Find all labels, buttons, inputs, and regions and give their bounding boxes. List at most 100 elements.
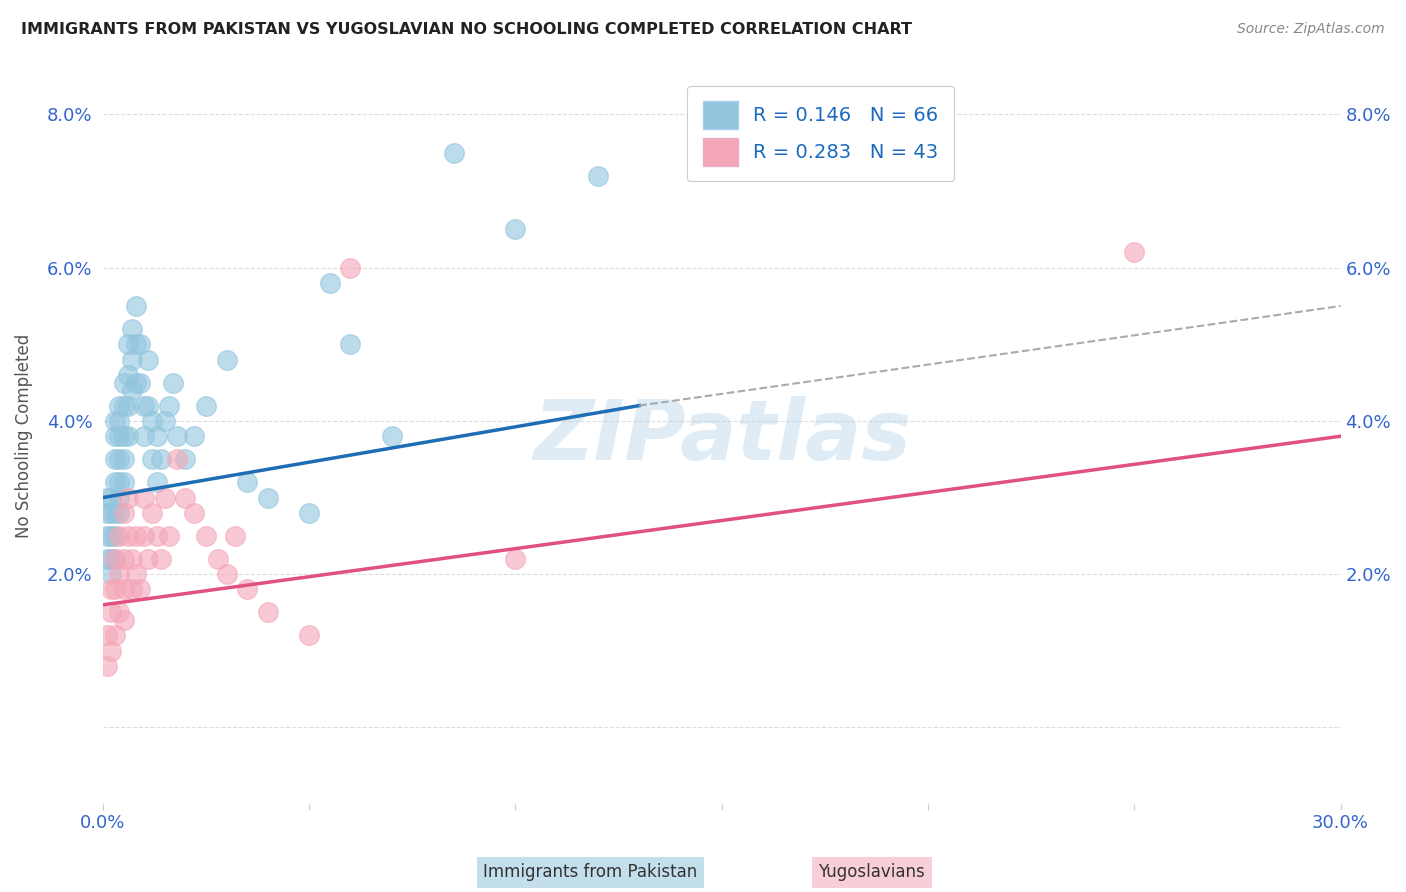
Point bbox=[100, 506, 122, 520]
Point bbox=[112, 613, 135, 627]
Point bbox=[104, 551, 127, 566]
Point bbox=[100, 606, 122, 620]
Point bbox=[108, 452, 131, 467]
Point bbox=[134, 429, 156, 443]
Point bbox=[112, 582, 135, 597]
Point bbox=[100, 491, 122, 505]
Point bbox=[104, 628, 127, 642]
Point bbox=[129, 376, 152, 390]
Point bbox=[183, 429, 205, 443]
Text: Source: ZipAtlas.com: Source: ZipAtlas.com bbox=[1237, 22, 1385, 37]
Point bbox=[339, 337, 361, 351]
Point bbox=[121, 582, 143, 597]
Point bbox=[108, 414, 131, 428]
Legend: R = 0.146   N = 66, R = 0.283   N = 43: R = 0.146 N = 66, R = 0.283 N = 43 bbox=[688, 86, 955, 181]
Point bbox=[121, 384, 143, 398]
Point bbox=[108, 567, 131, 582]
Point bbox=[183, 506, 205, 520]
Point bbox=[117, 429, 139, 443]
Point bbox=[174, 491, 197, 505]
Point bbox=[112, 452, 135, 467]
Point bbox=[136, 551, 159, 566]
Point bbox=[108, 506, 131, 520]
Point bbox=[121, 352, 143, 367]
Text: IMMIGRANTS FROM PAKISTAN VS YUGOSLAVIAN NO SCHOOLING COMPLETED CORRELATION CHART: IMMIGRANTS FROM PAKISTAN VS YUGOSLAVIAN … bbox=[21, 22, 912, 37]
Point bbox=[257, 606, 280, 620]
Point bbox=[134, 399, 156, 413]
Point bbox=[157, 399, 180, 413]
Text: ZIPatlas: ZIPatlas bbox=[533, 396, 911, 476]
Point bbox=[257, 491, 280, 505]
Point bbox=[145, 475, 167, 490]
Point bbox=[166, 452, 188, 467]
Point bbox=[586, 169, 609, 183]
Point bbox=[125, 299, 148, 313]
Point bbox=[141, 414, 163, 428]
Point bbox=[149, 452, 172, 467]
Point bbox=[96, 551, 118, 566]
Point bbox=[104, 414, 127, 428]
Point bbox=[319, 276, 342, 290]
Point bbox=[112, 399, 135, 413]
Point bbox=[96, 529, 118, 543]
Point bbox=[141, 452, 163, 467]
Point bbox=[215, 352, 238, 367]
Point bbox=[100, 582, 122, 597]
Point bbox=[108, 399, 131, 413]
Point bbox=[121, 551, 143, 566]
Text: Immigrants from Pakistan: Immigrants from Pakistan bbox=[484, 863, 697, 881]
Point bbox=[129, 582, 152, 597]
Point bbox=[1123, 245, 1146, 260]
Point bbox=[96, 659, 118, 673]
Point bbox=[108, 606, 131, 620]
Point bbox=[236, 475, 259, 490]
Point bbox=[157, 529, 180, 543]
Point bbox=[100, 551, 122, 566]
Point bbox=[100, 529, 122, 543]
Point bbox=[174, 452, 197, 467]
Point bbox=[236, 582, 259, 597]
Point bbox=[145, 529, 167, 543]
Point bbox=[121, 322, 143, 336]
Point bbox=[149, 551, 172, 566]
Point bbox=[195, 529, 218, 543]
Point bbox=[104, 506, 127, 520]
Point bbox=[195, 399, 218, 413]
Point bbox=[224, 529, 246, 543]
Point bbox=[112, 429, 135, 443]
Point bbox=[162, 376, 184, 390]
Point bbox=[117, 337, 139, 351]
Y-axis label: No Schooling Completed: No Schooling Completed bbox=[15, 334, 32, 539]
Point bbox=[117, 529, 139, 543]
Point bbox=[117, 399, 139, 413]
Point bbox=[104, 582, 127, 597]
Point bbox=[125, 337, 148, 351]
Point bbox=[96, 491, 118, 505]
Point bbox=[134, 491, 156, 505]
Point bbox=[505, 222, 527, 236]
Point bbox=[505, 551, 527, 566]
Point bbox=[125, 376, 148, 390]
Point bbox=[381, 429, 404, 443]
Point bbox=[153, 491, 176, 505]
Point bbox=[112, 506, 135, 520]
Point bbox=[96, 506, 118, 520]
Point bbox=[104, 529, 127, 543]
Point bbox=[104, 452, 127, 467]
Point bbox=[112, 475, 135, 490]
Point bbox=[100, 644, 122, 658]
Point bbox=[215, 567, 238, 582]
Point bbox=[443, 145, 465, 160]
Point bbox=[141, 506, 163, 520]
Point bbox=[129, 337, 152, 351]
Point bbox=[166, 429, 188, 443]
Point bbox=[108, 475, 131, 490]
Point bbox=[339, 260, 361, 275]
Point bbox=[125, 567, 148, 582]
Point bbox=[100, 567, 122, 582]
Point bbox=[108, 529, 131, 543]
Point bbox=[108, 429, 131, 443]
Point bbox=[298, 506, 321, 520]
Point bbox=[136, 352, 159, 367]
Point bbox=[104, 475, 127, 490]
